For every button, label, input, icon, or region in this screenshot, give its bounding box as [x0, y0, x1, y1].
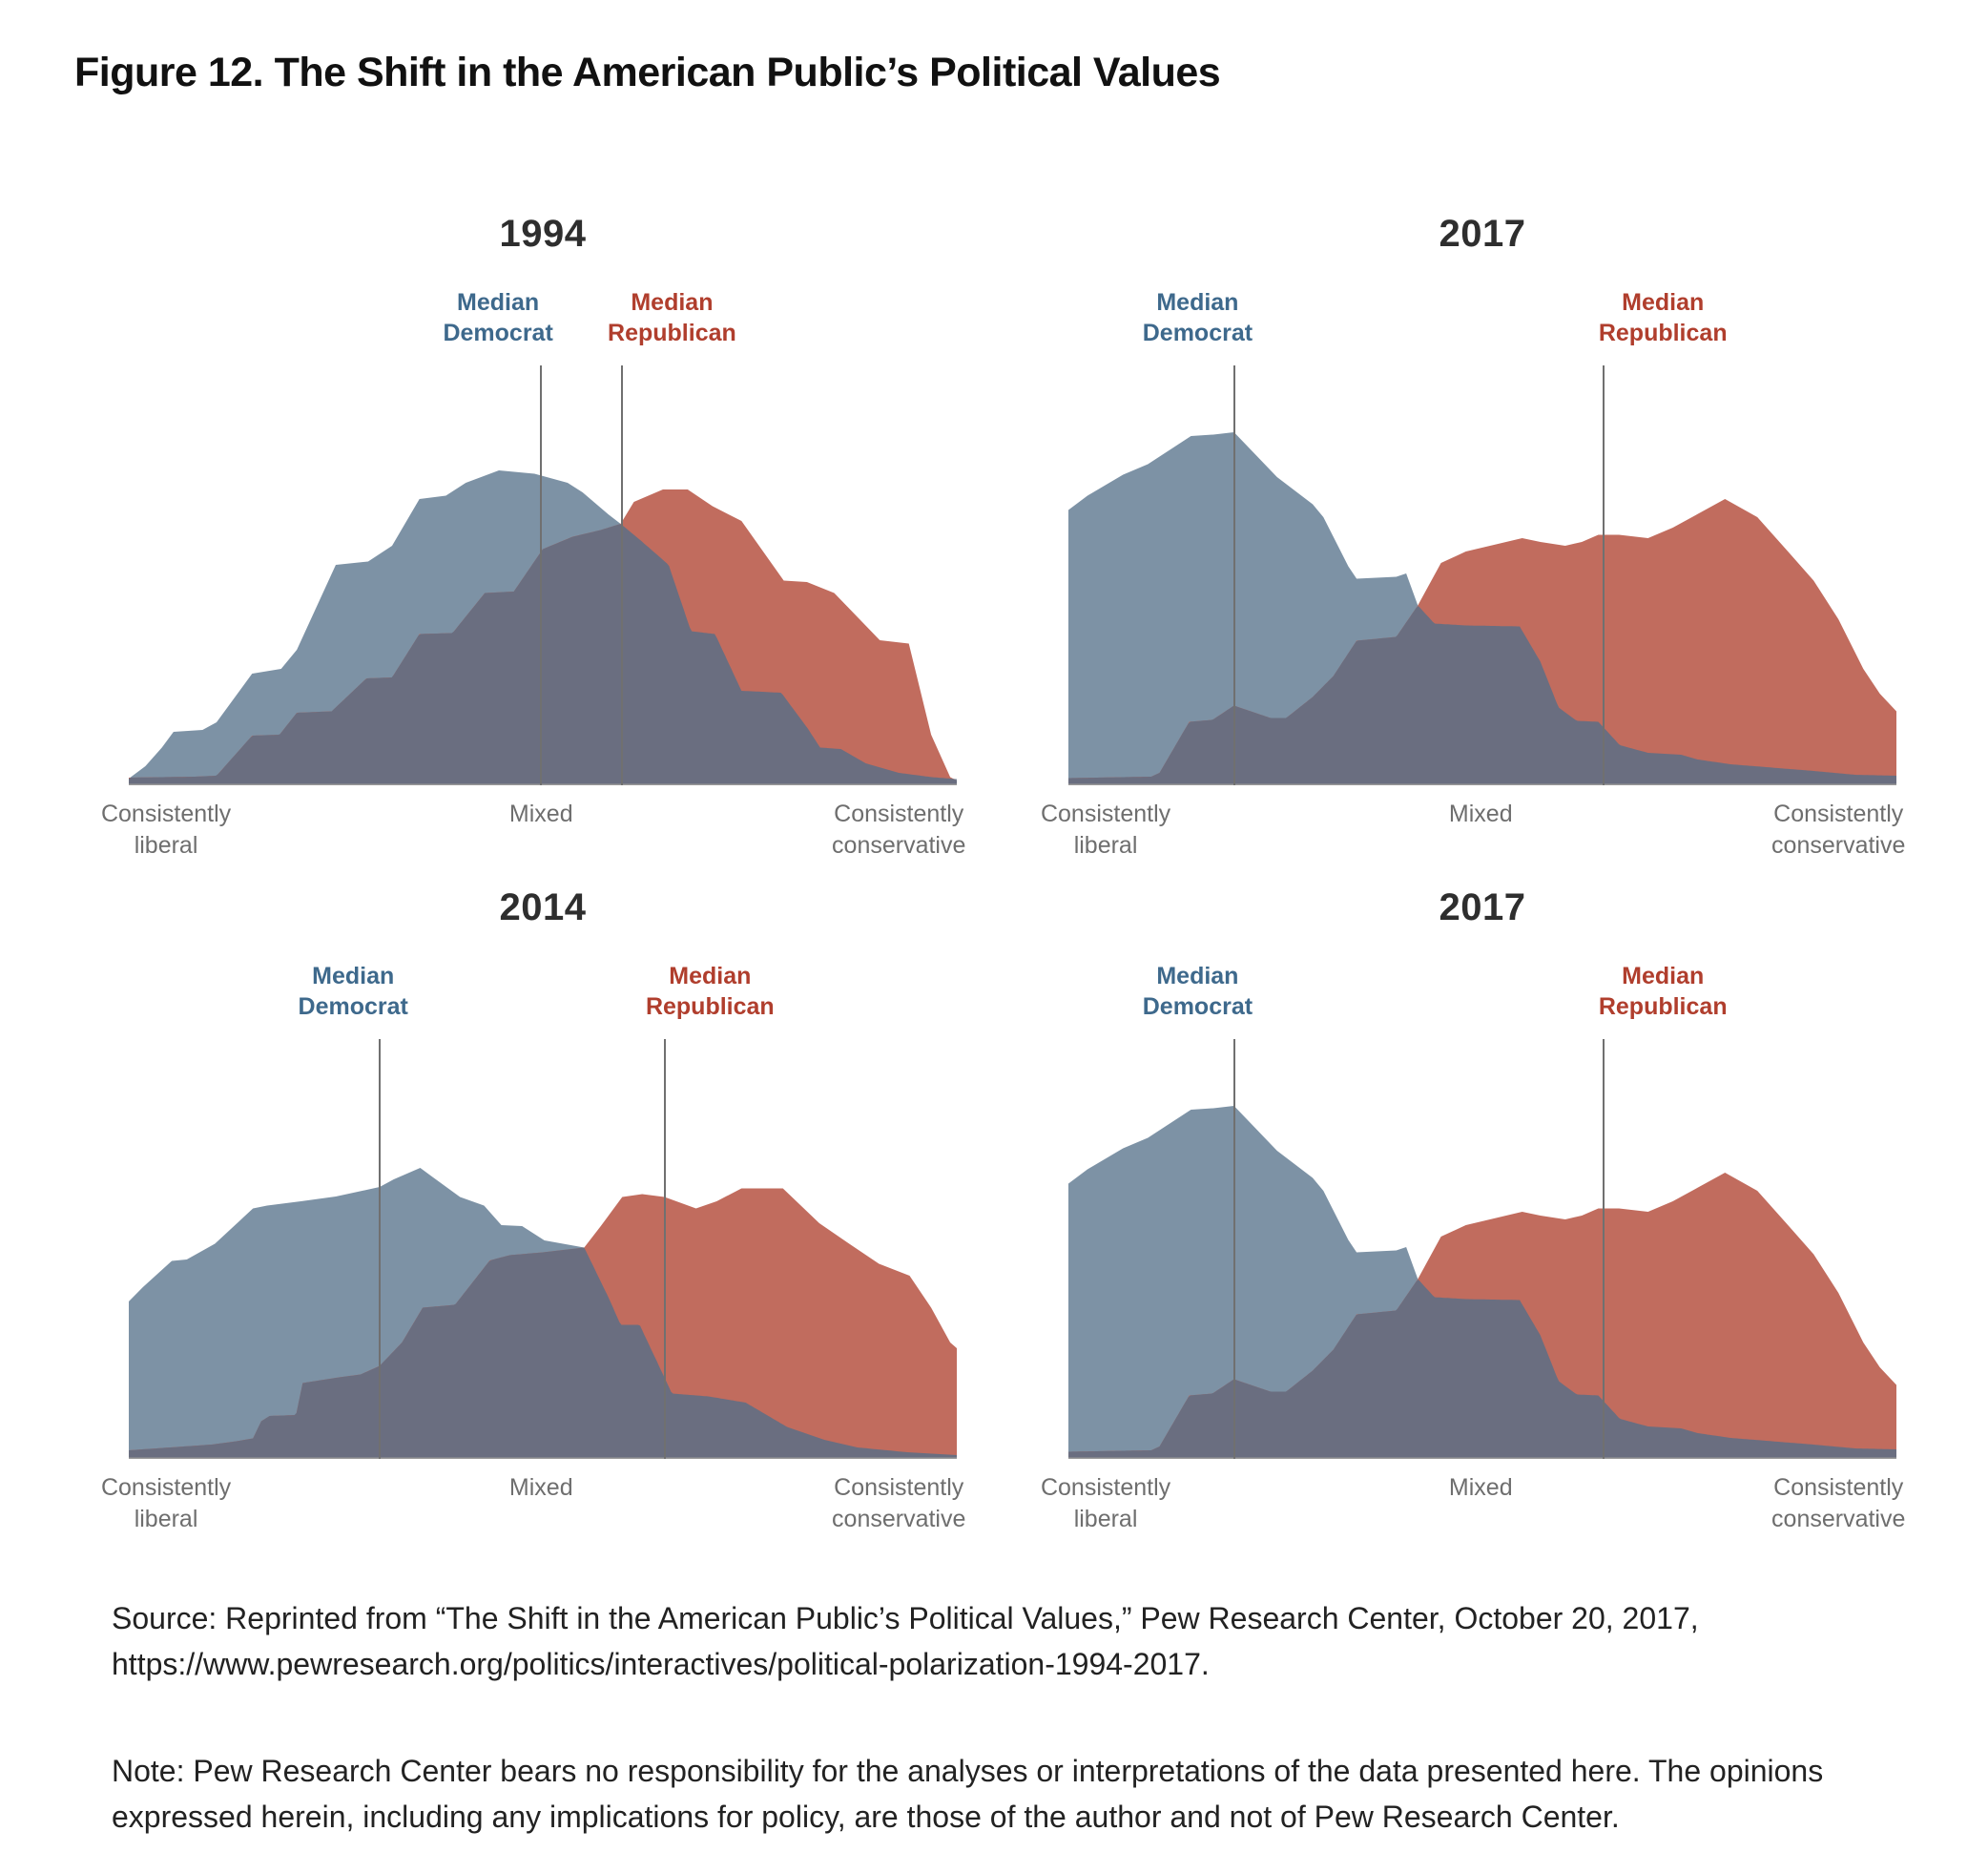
chart-panel-2014: 2014 Median Democrat Median Republican C…: [101, 879, 965, 1547]
chart-panel-2017-bottom: 2017 Median Democrat Median Republican C…: [1041, 879, 1905, 1547]
axis-label-mixed: Mixed: [1448, 801, 1513, 827]
axis-label-mixed: Mixed: [1448, 1474, 1513, 1501]
median-label-line: Democrat: [298, 993, 408, 1020]
axis-label-consistently-conservative: Consistently conservative: [832, 1474, 966, 1532]
distribution-area-chart: [129, 1168, 957, 1459]
axis-label-consistently-liberal: Consistently liberal: [100, 1474, 232, 1532]
chart-year-title: 2017: [1439, 213, 1526, 255]
note-text: Note: Pew Research Center bears no respo…: [112, 1754, 1824, 1834]
chart-year-title: 2017: [1439, 886, 1526, 928]
median-democrat-label: Median Democrat: [443, 287, 552, 348]
median-democrat-line: [1232, 1039, 1235, 1459]
axis-label-consistently-conservative: Consistently conservative: [1771, 1474, 1906, 1532]
chart-panel-2017-top: 2017 Median Democrat Median Republican C…: [1041, 205, 1905, 873]
median-label-line: Median: [1156, 289, 1239, 316]
median-republican-line: [663, 1039, 666, 1459]
axis-label-consistently-conservative: Consistently conservative: [1771, 801, 1906, 859]
median-label-line: Republican: [645, 993, 775, 1020]
median-label-line: Republican: [608, 320, 736, 346]
median-label-line: Median: [312, 963, 395, 989]
median-democrat-line: [540, 365, 543, 785]
median-label-line: Democrat: [1142, 993, 1253, 1020]
chart-year-title: 1994: [499, 213, 587, 255]
axis-label-consistently-conservative: Consistently conservative: [832, 801, 966, 859]
median-label-line: Republican: [1598, 993, 1728, 1020]
axis-label-consistently-liberal: Consistently liberal: [1040, 801, 1171, 859]
median-republican-line: [1602, 365, 1605, 785]
source-text: Source: Reprinted from “The Shift in the…: [112, 1601, 1699, 1681]
median-label-line: Democrat: [443, 320, 553, 346]
chart-year-title: 2014: [499, 886, 587, 928]
median-democrat-label: Median Democrat: [1143, 287, 1253, 348]
axis-label-mixed: Mixed: [508, 1474, 573, 1501]
distribution-area-chart: [1068, 1106, 1896, 1459]
median-republican-label: Median Republican: [646, 961, 775, 1022]
median-republican-label: Median Republican: [608, 287, 736, 348]
median-republican-line: [621, 365, 624, 785]
median-label-line: Republican: [1598, 320, 1728, 346]
median-label-line: Median: [1156, 963, 1239, 989]
median-label-line: Democrat: [1142, 320, 1253, 346]
median-democrat-line: [1232, 365, 1235, 785]
median-label-line: Median: [631, 289, 714, 316]
median-republican-line: [1602, 1039, 1605, 1459]
median-label-line: Median: [1622, 289, 1705, 316]
axis-label-consistently-liberal: Consistently liberal: [1040, 1474, 1171, 1532]
axis-label-mixed: Mixed: [508, 801, 573, 827]
median-label-line: Median: [1622, 963, 1705, 989]
distribution-area-chart: [129, 470, 957, 785]
median-democrat-label: Median Democrat: [299, 961, 408, 1022]
median-label-line: Median: [457, 289, 540, 316]
median-democrat-line: [379, 1039, 381, 1459]
median-republican-label: Median Republican: [1599, 961, 1728, 1022]
figure-title: Figure 12. The Shift in the American Pub…: [74, 50, 1221, 95]
chart-panel-1994: 1994 Median Democrat Median Republican C…: [101, 205, 965, 873]
median-republican-label: Median Republican: [1599, 287, 1728, 348]
median-label-line: Median: [669, 963, 752, 989]
distribution-area-chart: [1068, 432, 1896, 785]
axis-label-consistently-liberal: Consistently liberal: [100, 801, 232, 859]
median-democrat-label: Median Democrat: [1143, 961, 1253, 1022]
